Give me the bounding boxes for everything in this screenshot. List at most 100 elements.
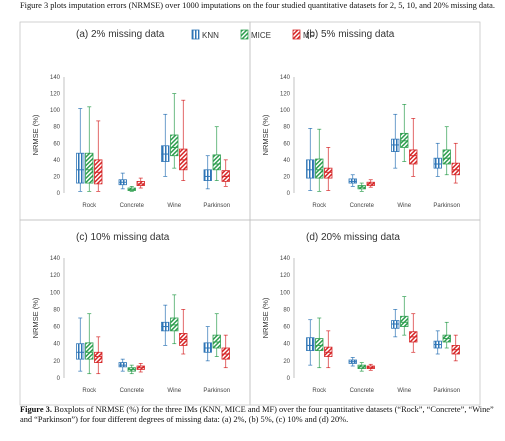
y-tick-label: 140 bbox=[280, 75, 291, 81]
panel-a: (a) 2% missing data 0 20 40 60 80 100 120 140 NRM… bbox=[19, 21, 251, 221]
y-tick-label: 140 bbox=[280, 256, 291, 262]
box-mice-parkinson bbox=[212, 313, 221, 357]
box-mf-parkinson bbox=[221, 159, 230, 187]
panel-title: (d) 20% missing data bbox=[306, 232, 400, 243]
box-mice-concrete bbox=[127, 186, 136, 192]
box-iqr bbox=[442, 149, 451, 165]
box-mf-parkinson bbox=[451, 334, 460, 362]
y-tick-label: 60 bbox=[283, 141, 290, 147]
box-iqr bbox=[433, 157, 442, 169]
box-mice-wine bbox=[400, 296, 409, 336]
x-tick-label: Parkinson bbox=[203, 388, 230, 394]
box-iqr bbox=[76, 152, 85, 184]
box-iqr bbox=[85, 152, 94, 184]
box-knn-rock bbox=[76, 317, 85, 372]
legend-swatch-mf bbox=[292, 29, 301, 40]
y-tick-label: 80 bbox=[283, 307, 290, 313]
box-mice-parkinson bbox=[442, 126, 451, 176]
x-tick-label: Concrete bbox=[120, 388, 145, 394]
box-iqr bbox=[451, 162, 460, 176]
box-mf-wine bbox=[179, 309, 188, 355]
x-tick-label: Wine bbox=[397, 388, 411, 394]
y-tick-label: 60 bbox=[283, 325, 290, 331]
x-tick-label: Rock bbox=[82, 388, 97, 394]
box-mf-parkinson bbox=[221, 334, 230, 369]
x-tick-label: Concrete bbox=[120, 203, 145, 209]
box-knn-rock bbox=[306, 319, 315, 366]
y-tick-label: 100 bbox=[280, 290, 291, 296]
box-mice-wine bbox=[170, 93, 179, 169]
box-knn-wine bbox=[161, 304, 170, 346]
box-mf-wine bbox=[179, 99, 188, 181]
box-mf-parkinson bbox=[451, 142, 460, 184]
box-knn-wine bbox=[391, 309, 400, 338]
x-tick-label: Parkinson bbox=[203, 203, 230, 209]
box-mice-parkinson bbox=[212, 126, 221, 181]
panel-border bbox=[249, 21, 481, 221]
box-knn-parkinson bbox=[203, 155, 212, 190]
box-mf-wine bbox=[409, 313, 418, 353]
x-tick-label: Wine bbox=[167, 203, 181, 209]
box-mice-wine bbox=[400, 103, 409, 162]
x-tick-label: Concrete bbox=[350, 203, 375, 209]
box-iqr bbox=[315, 338, 324, 351]
box-iqr bbox=[324, 167, 333, 179]
box-mf-concrete bbox=[366, 363, 375, 371]
x-tick-label: Wine bbox=[397, 203, 411, 209]
y-tick-label: 20 bbox=[283, 174, 290, 180]
y-tick-label: 140 bbox=[50, 75, 61, 81]
y-tick-label: 20 bbox=[53, 359, 60, 365]
y-axis-label: NRMSE (%) bbox=[31, 297, 40, 338]
intro-text: Figure 3 plots imputation errors (NRMSE)… bbox=[20, 1, 495, 10]
x-tick-label: Rock bbox=[82, 203, 97, 209]
x-tick-label: Parkinson bbox=[433, 388, 460, 394]
panel-d: (d) 20% missing data 0 20 40 60 80 100 120 140 NR… bbox=[249, 219, 481, 406]
y-tick-label: 120 bbox=[280, 92, 291, 98]
y-tick-label: 40 bbox=[53, 342, 60, 348]
y-tick-label: 100 bbox=[50, 108, 61, 114]
panel-border bbox=[249, 219, 481, 406]
box-mice-concrete bbox=[357, 182, 366, 192]
legend-swatch-knn bbox=[191, 29, 200, 40]
box-mf-concrete bbox=[136, 177, 145, 189]
y-tick-label: 100 bbox=[50, 290, 61, 296]
box-iqr bbox=[170, 134, 179, 157]
legend: KNN MICE MF bbox=[191, 29, 315, 40]
y-tick-label: 20 bbox=[53, 174, 60, 180]
box-iqr bbox=[306, 159, 315, 179]
y-tick-label: 120 bbox=[50, 273, 61, 279]
box-mf-wine bbox=[409, 118, 418, 177]
panel-b: (b) 5% missing data 0 20 40 60 80 100 120 140 NRM… bbox=[249, 21, 481, 221]
box-mice-concrete bbox=[127, 364, 136, 375]
box-mice-rock bbox=[85, 106, 94, 192]
box-iqr bbox=[85, 342, 94, 360]
box-knn-parkinson bbox=[433, 142, 442, 177]
x-tick-label: Concrete bbox=[350, 388, 375, 394]
box-iqr bbox=[409, 149, 418, 165]
y-tick-label: 120 bbox=[280, 273, 291, 279]
y-tick-label: 40 bbox=[53, 158, 60, 164]
box-mice-rock bbox=[315, 317, 324, 369]
y-tick-label: 0 bbox=[287, 191, 291, 197]
legend-swatch-mice bbox=[240, 29, 249, 40]
y-tick-label: 140 bbox=[50, 256, 61, 262]
box-iqr bbox=[203, 169, 212, 181]
box-mice-parkinson bbox=[442, 321, 451, 349]
box-iqr bbox=[94, 351, 103, 363]
box-mf-rock bbox=[94, 336, 103, 375]
chart-panels: (a) 2% missing data 0 20 40 60 80 100 120 140 NRM… bbox=[19, 21, 481, 406]
panel-title: (c) 10% missing data bbox=[76, 232, 170, 243]
box-iqr bbox=[76, 343, 85, 360]
caption-text: Boxplots of NRMSE (%) for the three IMs … bbox=[20, 405, 494, 424]
box-mf-concrete bbox=[136, 363, 145, 373]
y-tick-label: 60 bbox=[53, 325, 60, 331]
box-knn-parkinson bbox=[433, 330, 442, 355]
y-axis-label: NRMSE (%) bbox=[261, 297, 270, 338]
y-axis-label: NRMSE (%) bbox=[31, 114, 40, 155]
x-tick-label: Rock bbox=[312, 203, 327, 209]
box-mice-rock bbox=[315, 128, 324, 192]
box-mice-concrete bbox=[357, 362, 366, 372]
legend-label-knn: KNN bbox=[202, 31, 219, 40]
y-tick-label: 0 bbox=[57, 376, 61, 382]
